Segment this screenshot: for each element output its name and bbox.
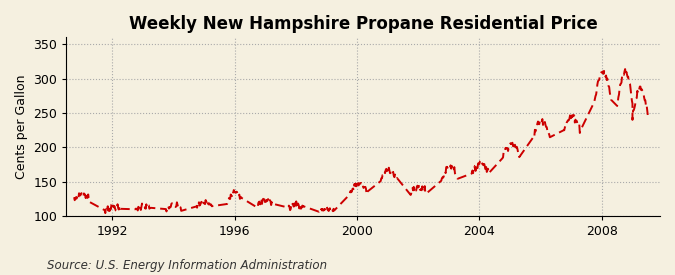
Text: Source: U.S. Energy Information Administration: Source: U.S. Energy Information Administ… [47,259,327,272]
Title: Weekly New Hampshire Propane Residential Price: Weekly New Hampshire Propane Residential… [129,15,597,33]
Y-axis label: Cents per Gallon: Cents per Gallon [15,75,28,179]
